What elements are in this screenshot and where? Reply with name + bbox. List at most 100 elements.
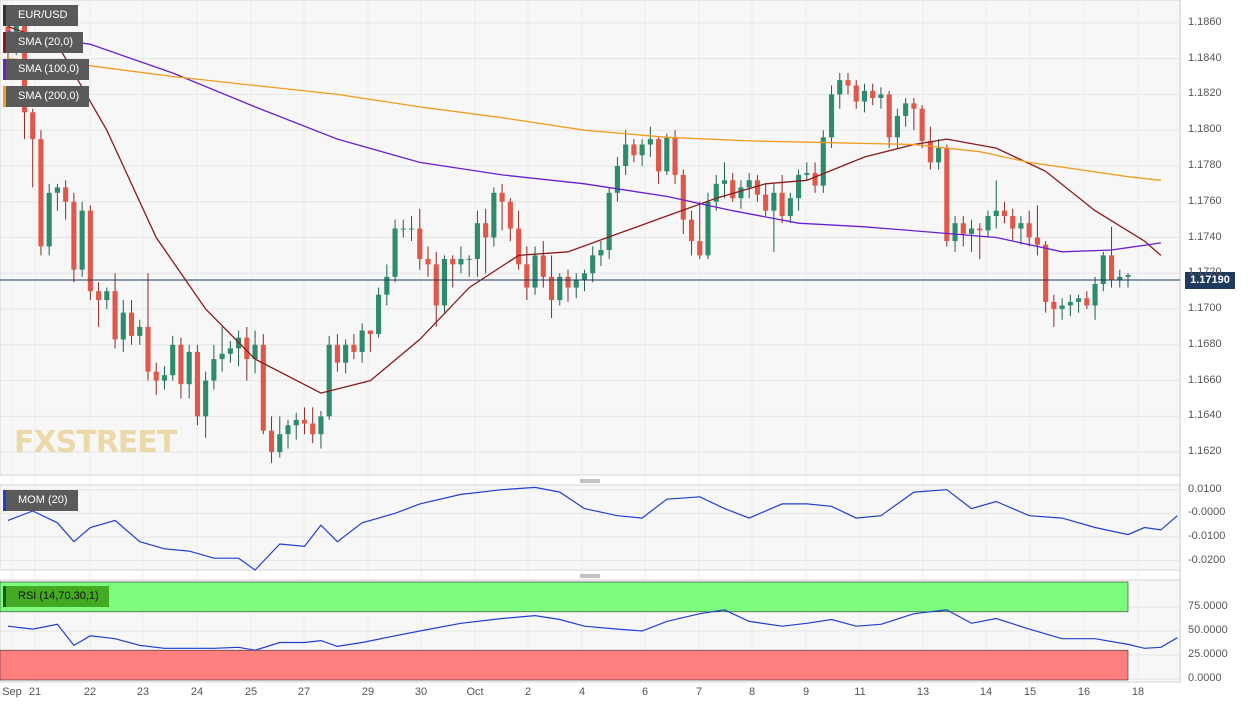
candle-body	[606, 192, 612, 251]
indicator-lines	[7, 25, 1178, 651]
mom-panel	[0, 484, 1181, 571]
candle-body	[112, 291, 118, 340]
candle	[376, 287, 382, 338]
candle-body	[919, 108, 925, 141]
chart-panels	[0, 0, 1181, 683]
candle-body	[804, 173, 810, 175]
time-tick: 22	[83, 686, 97, 698]
candle	[804, 162, 810, 181]
candle-body	[993, 210, 999, 217]
candle	[483, 208, 489, 274]
candle	[359, 323, 365, 363]
current-price-badge: 1.17190	[1185, 272, 1235, 289]
candle	[425, 246, 431, 277]
sma20-label[interactable]: SMA (20,0)	[3, 32, 84, 53]
candle	[466, 255, 472, 277]
candle-body	[96, 291, 102, 301]
candle-body	[927, 140, 933, 163]
candle-body	[771, 192, 777, 211]
candle	[870, 83, 876, 106]
candle	[746, 173, 752, 199]
candle	[186, 344, 192, 399]
candle-body	[46, 192, 52, 247]
candle-body	[145, 326, 151, 372]
candle-body	[1067, 301, 1073, 306]
time-tick: 30	[414, 686, 428, 698]
sma100-line	[7, 31, 1161, 253]
candle	[104, 287, 110, 310]
candle	[796, 169, 802, 211]
candle-body	[1026, 223, 1032, 238]
candle-body	[425, 258, 431, 265]
candle	[573, 273, 579, 299]
candle-body	[573, 280, 579, 288]
candle	[688, 210, 695, 256]
time-tick: 2	[524, 686, 532, 698]
candle	[474, 210, 480, 277]
time-tick: Sep	[2, 686, 22, 698]
candle	[310, 407, 316, 444]
candle-body	[54, 187, 60, 193]
candle	[1018, 216, 1024, 245]
splitter-handles[interactable]	[580, 479, 600, 578]
candle-body	[244, 337, 250, 360]
candle-body	[499, 192, 505, 202]
candle	[458, 246, 464, 274]
candle-body	[211, 359, 217, 381]
candle	[623, 130, 629, 175]
candle	[178, 337, 184, 399]
candle-body	[1117, 276, 1123, 281]
rsi-oversold-zone	[0, 649, 1129, 681]
candle-body	[738, 187, 744, 199]
candle-body	[392, 228, 398, 277]
candle-body	[203, 380, 209, 417]
candle-body	[672, 137, 678, 175]
mom-tick: -0.0100	[1188, 529, 1226, 542]
candle-body	[63, 187, 69, 202]
time-tick: 4	[578, 686, 586, 698]
candle-body	[408, 228, 415, 230]
candle	[417, 208, 423, 270]
price-tick: 1.1840	[1188, 51, 1222, 64]
rsi-tick: 75.0000	[1188, 600, 1228, 612]
candle	[754, 174, 760, 202]
candle	[1067, 294, 1073, 317]
candle	[441, 255, 448, 313]
sma200-label[interactable]: SMA (200,0)	[3, 86, 90, 107]
candle-body	[293, 419, 299, 426]
candle	[507, 198, 513, 242]
candle	[672, 130, 678, 184]
candle	[590, 246, 596, 283]
candle-body	[1076, 298, 1082, 302]
candle-body	[713, 183, 719, 202]
candle	[903, 98, 909, 127]
candle	[557, 273, 563, 306]
candle-body	[680, 174, 686, 220]
time-tick: 11	[854, 686, 866, 698]
candle-body	[647, 139, 653, 145]
rsi-label[interactable]: RSI (14,70,30,1)	[3, 586, 109, 607]
candle-body	[754, 180, 760, 195]
candle-body	[178, 344, 184, 385]
symbol-label[interactable]: EUR/USD	[3, 5, 78, 26]
candle-body	[886, 94, 892, 138]
price-tick: 1.1860	[1188, 15, 1222, 28]
candle-body	[104, 291, 110, 301]
candle	[886, 90, 892, 149]
candle	[211, 344, 217, 390]
candle	[46, 183, 52, 256]
candle	[697, 201, 703, 259]
mom-label[interactable]: MOM (20)	[3, 490, 78, 511]
candle-body	[598, 250, 604, 256]
candle-body	[359, 330, 365, 352]
candle-body	[161, 375, 168, 381]
candle-body	[828, 94, 835, 138]
candle	[450, 255, 456, 288]
mom-tick: 0.0100	[1188, 482, 1222, 495]
candle	[1026, 210, 1032, 247]
candle	[491, 187, 497, 247]
sma100-label[interactable]: SMA (100,0)	[3, 59, 90, 80]
candle-body	[170, 344, 176, 376]
candle	[1010, 208, 1016, 242]
candle	[614, 157, 620, 202]
